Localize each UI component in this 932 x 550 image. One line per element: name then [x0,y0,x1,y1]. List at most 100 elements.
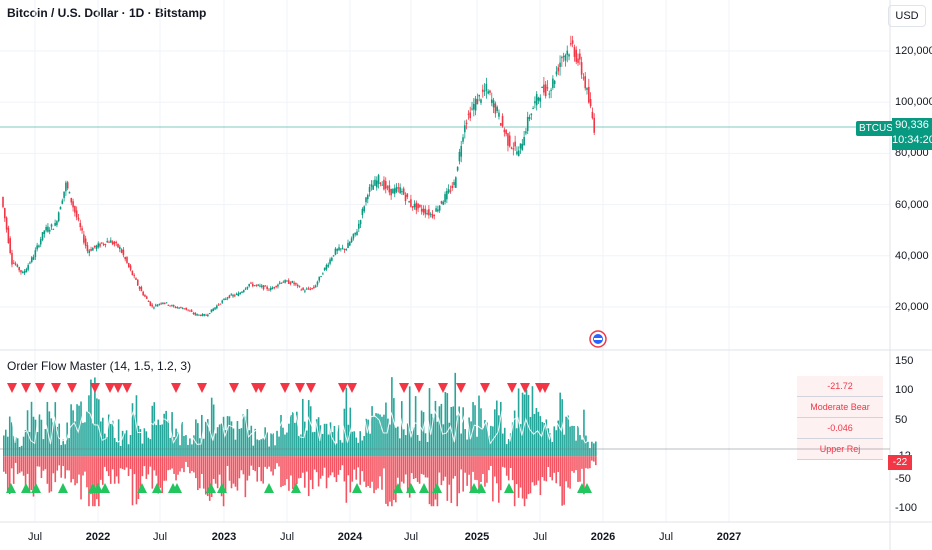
price-candle [72,201,74,208]
oscillator-bar-negative [507,456,510,481]
oscillator-bar-negative [76,456,78,484]
oscillator-bar-negative [587,456,589,469]
price-candle [349,241,351,246]
oscillator-bar-negative [464,456,466,473]
oscillator-bar-positive [484,420,486,457]
oscillator-bar-negative [234,456,237,487]
buy-signal-marker [264,483,274,493]
oscillator-bar-negative [185,456,187,462]
oscillator-bar-positive [339,440,342,457]
symbol-title[interactable]: Bitcoin / U.S. Dollar · 1D · Bitstamp [7,6,207,20]
oscillator-bar-negative [62,456,64,467]
oscillator-bar-positive [410,431,413,457]
oscillator-bar-positive [238,428,241,457]
oscillator-bar-negative [173,456,175,474]
oscillator-bar-negative [462,456,464,492]
oscillator-bar-positive [397,426,399,457]
oscillator-bar-negative [70,456,72,483]
info-row-delta: -0.046 [797,418,883,439]
oscillator-bar-positive [78,405,80,457]
oscillator-bar-positive [428,388,431,457]
price-candle [543,84,545,93]
price-candle [340,248,342,250]
oscillator-bar-negative [84,456,86,472]
oscillator-bar-positive [58,423,61,457]
oscillator-bar-positive [224,430,227,457]
price-candle [140,286,143,292]
oscillator-bar-positive [206,419,209,457]
oscillator-bar-positive [242,414,245,457]
buy-signal-marker [469,483,479,493]
oscillator-bar-negative [505,456,508,476]
sell-signal-marker [295,383,305,393]
oscillator-bar-positive [68,438,70,457]
oscillator-bar-positive [212,404,215,457]
oscillator-bar-positive [288,423,290,457]
oscillator-bar-negative [311,456,314,490]
price-candle [286,280,288,282]
price-candle [43,230,46,235]
oscillator-bar-positive [208,430,211,457]
oscillator-bar-positive [377,413,379,457]
price-tick-label: 40,000 [895,249,929,262]
time-tick-label: Jul [532,531,548,543]
oscillator-bar-positive [42,439,45,457]
price-candle [74,206,76,213]
oscillator-bar-positive [359,431,361,457]
oscillator-bar-positive [446,393,449,457]
price-candle [314,285,317,288]
oscillator-bar-negative [3,456,5,472]
oscillator-bar-negative [315,456,318,473]
time-tick-label: Jul [403,531,419,543]
oscillator-bar-negative [381,456,383,490]
price-candle [102,243,105,245]
oscillator-bar-positive [323,423,326,457]
currency-button[interactable]: USD [888,5,926,27]
price-candle [481,89,484,92]
oscillator-bar-positive [113,437,116,457]
oscillator-bar-negative [571,456,573,472]
price-candle [264,285,267,287]
oscillator-bar-positive [389,424,391,457]
oscillator-bar-positive [141,443,144,457]
oscillator-bar-positive [303,421,306,457]
oscillator-bar-positive [185,435,187,457]
oscillator-bar-positive [301,398,304,457]
oscillator-bar-positive [147,437,150,457]
price-series [2,35,596,318]
oscillator-bar-positive [450,407,453,457]
price-candle [187,309,189,311]
price-candle [446,190,448,200]
oscillator-bar-negative [301,456,304,473]
price-candle [309,288,312,290]
indicator-title[interactable]: Order Flow Master (14, 1.5, 1.2, 3) [7,359,192,373]
price-candle [451,185,454,189]
oscillator-bar-negative [228,456,231,481]
price-candle [278,282,281,284]
oscillator-bar-positive [12,435,15,457]
price-candle [336,249,339,251]
price-candle [305,288,308,290]
oscillator-bar-negative [345,456,348,503]
oscillator-bar-positive [218,424,221,457]
price-candle [68,191,71,194]
price-candle [36,245,38,250]
price-candle [41,232,44,240]
oscillator-bar-negative [208,456,211,501]
price-candle [359,220,362,225]
oscillator-bar-negative [262,456,264,484]
oscillator-bar-positive [163,413,165,457]
oscillator-bar-negative [567,456,569,488]
price-candle [144,295,146,297]
oscillator-bar-positive [375,413,377,457]
price-candle [323,267,326,271]
price-candle [61,200,64,204]
oscillator-bar-positive [496,400,498,457]
oscillator-bar-negative [288,456,290,491]
price-candle [476,99,479,105]
oscillator-bar-negative [282,456,284,486]
oscillator-bar-positive [507,438,510,457]
oscillator-bar-positive [357,442,360,457]
oscillator-bar-negative [125,456,128,468]
